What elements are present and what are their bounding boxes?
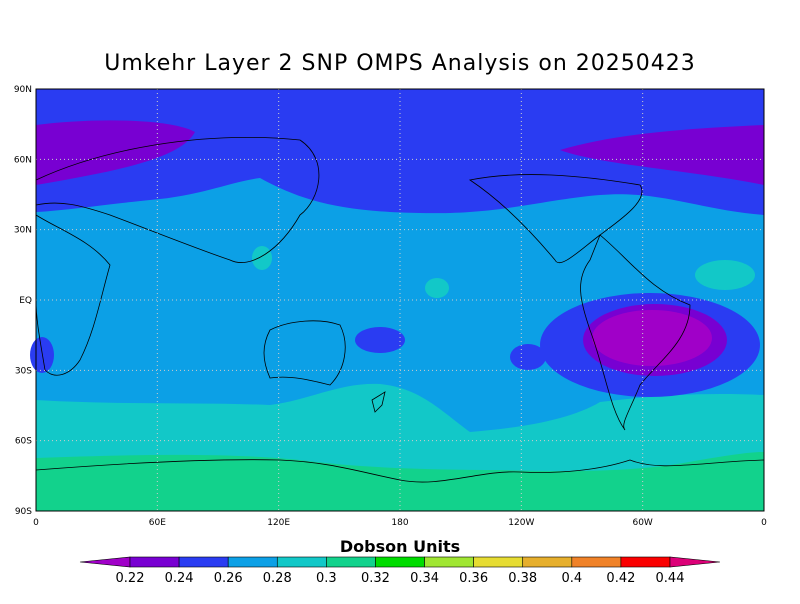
colorbar-extension (669, 556, 721, 568)
lon-label: 120W (508, 518, 534, 528)
lat-label: 90S (15, 507, 32, 517)
colorbar-tick-label: 0.42 (606, 571, 635, 586)
coastline (371, 391, 386, 413)
lon-label: 120E (267, 518, 290, 528)
colorbar-tick-label: 0.36 (459, 571, 488, 586)
lon-label: 60E (149, 518, 166, 528)
lat-label: 30S (15, 366, 32, 376)
colorbar-swatch (129, 556, 180, 568)
colorbar-swatch (276, 556, 327, 568)
lat-label: EQ (19, 296, 32, 306)
field-region (695, 260, 755, 290)
coastline (580, 234, 691, 431)
colorbar-swatch (424, 556, 474, 568)
lat-label: 90N (14, 85, 32, 95)
colorbar-swatch (571, 556, 622, 568)
colorbar: 0.22 0.24 0.26 0.28 0.3 0.32 0.34 0.36 0.38 0.4 0.… (79, 556, 721, 586)
field-region (355, 327, 405, 353)
colorbar-tick-label: 0.38 (508, 571, 537, 586)
colorbar-swatch (227, 556, 278, 568)
lon-label: 0 (761, 518, 767, 528)
colorbar-tick-label: 0.24 (165, 571, 194, 586)
colorbar-swatch (522, 556, 573, 568)
colorbar-tick-label: 0.44 (656, 571, 685, 586)
coastline (35, 136, 320, 263)
field-region (252, 246, 272, 270)
colorbar-tick-label: 0.26 (214, 571, 243, 586)
colorbar-swatch (620, 556, 671, 568)
colorbar-tick-label: 0.34 (410, 571, 439, 586)
colorbar-swatch (326, 556, 376, 568)
lat-label: 60N (14, 155, 32, 165)
colorbar-tick-label: 0.3 (316, 571, 337, 586)
map-frame (35, 88, 765, 512)
field-region (592, 310, 712, 366)
colorbar-tick-label: 0.28 (263, 571, 292, 586)
grid (36, 89, 764, 511)
lon-label: 180 (391, 518, 408, 528)
coastline (35, 214, 111, 376)
lon-label: 60W (632, 518, 652, 528)
colorbar-tick-label: 0.32 (361, 571, 390, 586)
colorbar-swatch (375, 556, 425, 568)
coastline (263, 320, 346, 386)
colorbar-tick-label: 0.4 (561, 571, 582, 586)
colorbar-extension (79, 556, 131, 568)
field-region (425, 278, 449, 298)
map-title: Umkehr Layer 2 SNP OMPS Analysis on 2025… (104, 51, 696, 76)
colorbar-swatch (178, 556, 229, 568)
colorbar-label: Dobson Units (340, 537, 460, 556)
lat-label: 30N (14, 226, 32, 236)
field-region (36, 89, 764, 215)
field-region (30, 337, 54, 373)
coastline (35, 459, 765, 483)
coastlines (35, 136, 765, 483)
field-region (510, 344, 546, 370)
colorbar-swatch (473, 556, 524, 568)
lat-label: 60S (15, 437, 32, 447)
coastline (468, 174, 643, 264)
lon-label: 0 (33, 518, 39, 528)
colorbar-tick-label: 0.22 (116, 571, 145, 586)
field-region (560, 125, 764, 185)
